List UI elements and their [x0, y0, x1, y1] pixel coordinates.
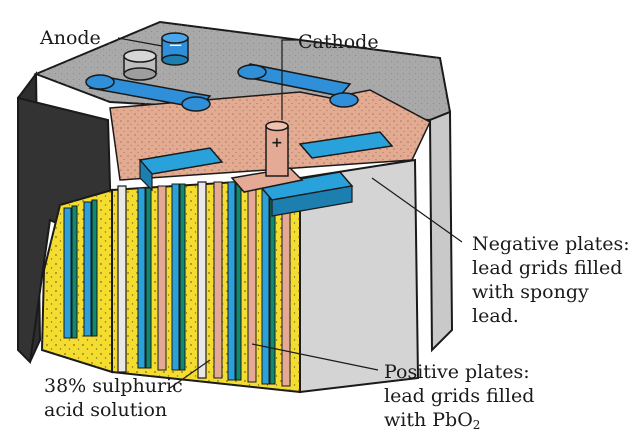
anode-minus-symbol: −	[168, 35, 184, 56]
positive-line-3-subscript: 2	[472, 418, 481, 432]
cathode-terminal	[265, 120, 289, 177]
positive-line-2: lead grids filled	[384, 385, 535, 407]
acid-solution-label: 38% sulphuric acid solution	[44, 374, 183, 422]
positive-plates-label: Positive plates: lead grids filled with …	[384, 360, 534, 437]
negative-line-3: with spongy	[472, 281, 589, 303]
negative-plates-label: Negative plates: lead grids filled with …	[472, 232, 630, 328]
cathode-plus-symbol: +	[271, 135, 283, 151]
positive-line-3-text: with PbO	[384, 409, 473, 431]
vent-cap	[123, 49, 157, 81]
positive-line-1: Positive plates:	[384, 361, 530, 383]
terminal-straps	[85, 63, 359, 112]
plate-connectors	[138, 131, 394, 217]
case-right-wall	[428, 110, 454, 353]
case-front-left	[17, 96, 114, 365]
anode-label: Anode	[40, 27, 101, 49]
cathode-label: Cathode	[298, 31, 379, 53]
anode-terminal	[161, 32, 189, 66]
positive-line-3: with PbO2	[384, 408, 534, 437]
leader-lines	[117, 37, 463, 389]
acid-line-2: acid solution	[44, 399, 168, 421]
negative-line-4: lead.	[472, 305, 519, 327]
plates-middle-cell	[137, 183, 186, 371]
cell-divider-1	[117, 185, 127, 373]
negative-line-1: Negative plates:	[472, 233, 630, 255]
negative-line-2: lead grids filled	[472, 257, 623, 279]
plates-cutaway	[63, 199, 98, 339]
acid-line-1: 38% sulphuric	[44, 375, 183, 397]
cell-divider-2	[197, 181, 207, 379]
